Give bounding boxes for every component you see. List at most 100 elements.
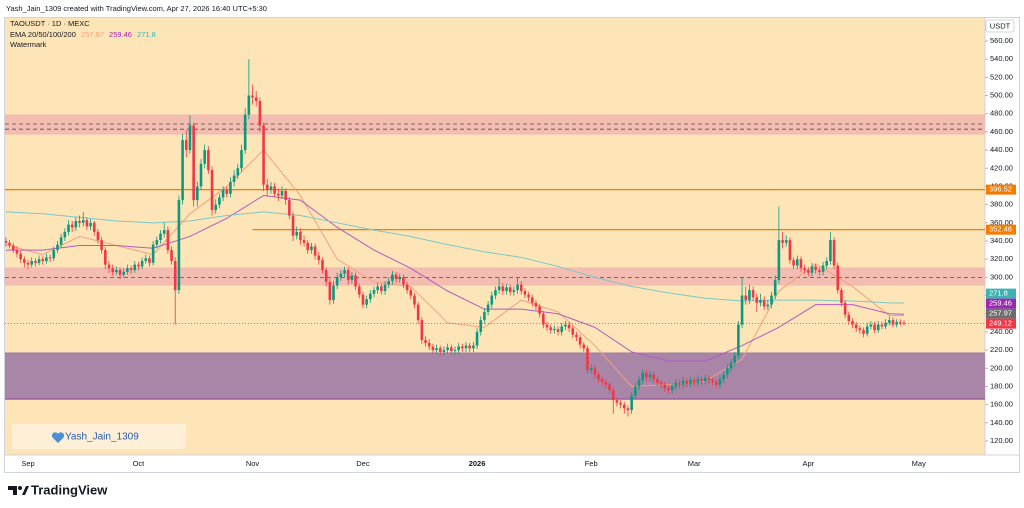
candle-body <box>78 221 81 223</box>
candle-body <box>302 240 306 243</box>
candle-body <box>254 97 258 101</box>
candle-body <box>611 390 615 401</box>
candle-body <box>773 280 777 296</box>
price-value-label: 271.8 <box>989 289 1008 298</box>
candle-body <box>56 244 59 251</box>
candle-body <box>229 181 232 194</box>
candle-body <box>829 240 832 261</box>
candle-body <box>689 380 692 384</box>
candle-body <box>310 246 313 251</box>
candle-body <box>416 304 420 321</box>
candle-body <box>148 258 151 263</box>
price-value-box <box>986 318 1016 329</box>
candle-body <box>11 245 15 251</box>
candle-body <box>648 374 652 378</box>
candle-body <box>369 293 372 300</box>
candle-body <box>405 284 409 291</box>
candle-body <box>387 281 391 285</box>
candle-body <box>858 328 862 331</box>
candle-body <box>85 220 89 227</box>
candle-body <box>173 261 177 291</box>
candle-body <box>424 340 427 343</box>
candle-body <box>519 284 523 291</box>
candle-body <box>258 101 262 126</box>
candle-body <box>832 240 836 266</box>
candle-body <box>597 374 600 380</box>
candle-body <box>107 264 111 269</box>
candle-body <box>221 190 225 198</box>
candle-body <box>608 384 611 391</box>
candle-body <box>641 372 644 381</box>
candle-body <box>501 286 505 291</box>
candle-body <box>475 331 479 346</box>
candle-body <box>34 261 37 263</box>
plot-area <box>5 59 985 417</box>
candle-body <box>803 268 806 271</box>
candle-body <box>549 327 552 331</box>
candle-body <box>880 324 884 327</box>
candle-body <box>269 186 273 191</box>
candle-body <box>457 346 460 351</box>
candle-body <box>869 324 873 327</box>
candle-body <box>240 150 243 169</box>
candle-body <box>718 379 722 385</box>
candle-body <box>530 297 534 303</box>
candle-body <box>490 295 494 305</box>
y-tick-label: 380.00 <box>990 200 1013 209</box>
candle-body <box>45 257 48 261</box>
candle-body <box>427 342 431 347</box>
candle-body <box>413 295 416 305</box>
candle-body <box>192 125 195 201</box>
candle-body <box>306 242 310 251</box>
chart-border <box>4 17 1020 473</box>
candle-body <box>383 284 387 291</box>
candle-body <box>81 220 85 223</box>
candle-body <box>251 95 254 98</box>
candle-body <box>472 345 475 349</box>
candle-body <box>759 300 762 303</box>
candle-body <box>339 273 343 278</box>
watermark-text: Yash_Jain_1309 <box>65 432 139 443</box>
candle-body <box>133 264 137 271</box>
candle-body <box>575 334 578 338</box>
candle-body <box>372 290 376 294</box>
candle-body <box>851 321 854 325</box>
price-axis: 560.00 540.00 520.00 500.00 480.00 460.00 440.… <box>985 36 1016 445</box>
logo-mark <box>18 486 22 490</box>
indicator-legend-2: Watermark <box>10 40 47 49</box>
x-tick-label: Dec <box>356 459 370 468</box>
candle-body <box>8 242 11 246</box>
candle-body <box>321 260 324 271</box>
candle-body <box>784 240 788 243</box>
candle-body <box>674 382 678 387</box>
candle-body <box>703 378 707 381</box>
price-value-box <box>986 308 1016 319</box>
currency-box <box>985 19 1015 33</box>
candle-body <box>876 324 880 331</box>
candle-body <box>391 274 394 281</box>
candle-body <box>166 230 170 251</box>
credit: Yash_Jain_1309 created with TradingView.… <box>6 4 267 13</box>
candle-body <box>556 329 560 332</box>
candle-body <box>19 253 22 260</box>
candle-body <box>26 262 30 265</box>
candle-body <box>435 348 438 351</box>
y-tick-label: 160.00 <box>990 400 1013 409</box>
candle-body <box>376 286 379 291</box>
candle-body <box>15 250 19 254</box>
candle-body <box>188 125 192 151</box>
candle-body <box>96 231 100 241</box>
candle-body <box>663 384 667 389</box>
candle-body <box>48 257 52 259</box>
y-tick-label: 440.00 <box>990 145 1013 154</box>
candle-body <box>144 258 148 261</box>
zone <box>5 115 985 134</box>
candle-body <box>726 368 729 375</box>
candle-body <box>637 380 641 387</box>
candle-body <box>722 374 725 380</box>
ema-line <box>5 195 905 362</box>
candle-body <box>508 287 512 292</box>
candle-body <box>111 268 114 272</box>
candle-body <box>210 170 214 211</box>
